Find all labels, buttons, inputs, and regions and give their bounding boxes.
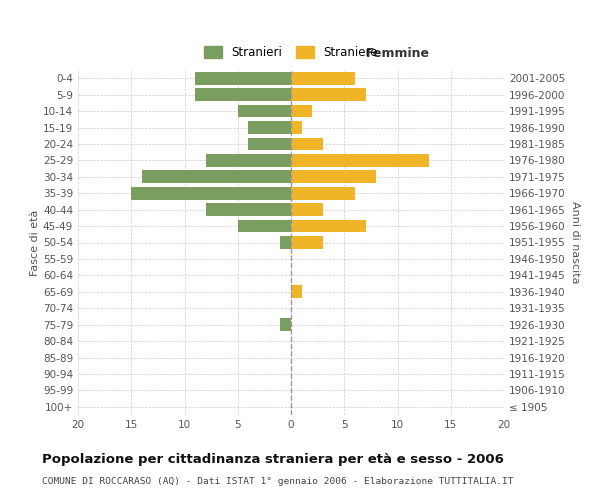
- Bar: [291, 72, 355, 85]
- Bar: [280, 236, 291, 249]
- Bar: [291, 138, 323, 150]
- Y-axis label: Fasce di età: Fasce di età: [30, 210, 40, 276]
- Bar: [291, 170, 376, 183]
- Legend: Stranieri, Straniere: Stranieri, Straniere: [199, 42, 383, 64]
- Bar: [291, 203, 323, 216]
- Bar: [206, 203, 291, 216]
- Bar: [291, 104, 313, 118]
- Bar: [291, 88, 365, 101]
- Y-axis label: Anni di nascita: Anni di nascita: [569, 201, 580, 284]
- Bar: [206, 154, 291, 167]
- Bar: [131, 187, 291, 200]
- Bar: [291, 121, 302, 134]
- Bar: [142, 170, 291, 183]
- Text: Femmine: Femmine: [365, 46, 430, 60]
- Bar: [291, 286, 302, 298]
- Bar: [280, 318, 291, 331]
- Bar: [248, 138, 291, 150]
- Bar: [291, 154, 430, 167]
- Bar: [248, 121, 291, 134]
- Bar: [195, 72, 291, 85]
- Bar: [238, 220, 291, 232]
- Bar: [291, 236, 323, 249]
- Bar: [291, 220, 365, 232]
- Text: Popolazione per cittadinanza straniera per età e sesso - 2006: Popolazione per cittadinanza straniera p…: [42, 452, 504, 466]
- Bar: [238, 104, 291, 118]
- Bar: [195, 88, 291, 101]
- Text: COMUNE DI ROCCARASO (AQ) - Dati ISTAT 1° gennaio 2006 - Elaborazione TUTTITALIA.: COMUNE DI ROCCARASO (AQ) - Dati ISTAT 1°…: [42, 478, 514, 486]
- Bar: [291, 187, 355, 200]
